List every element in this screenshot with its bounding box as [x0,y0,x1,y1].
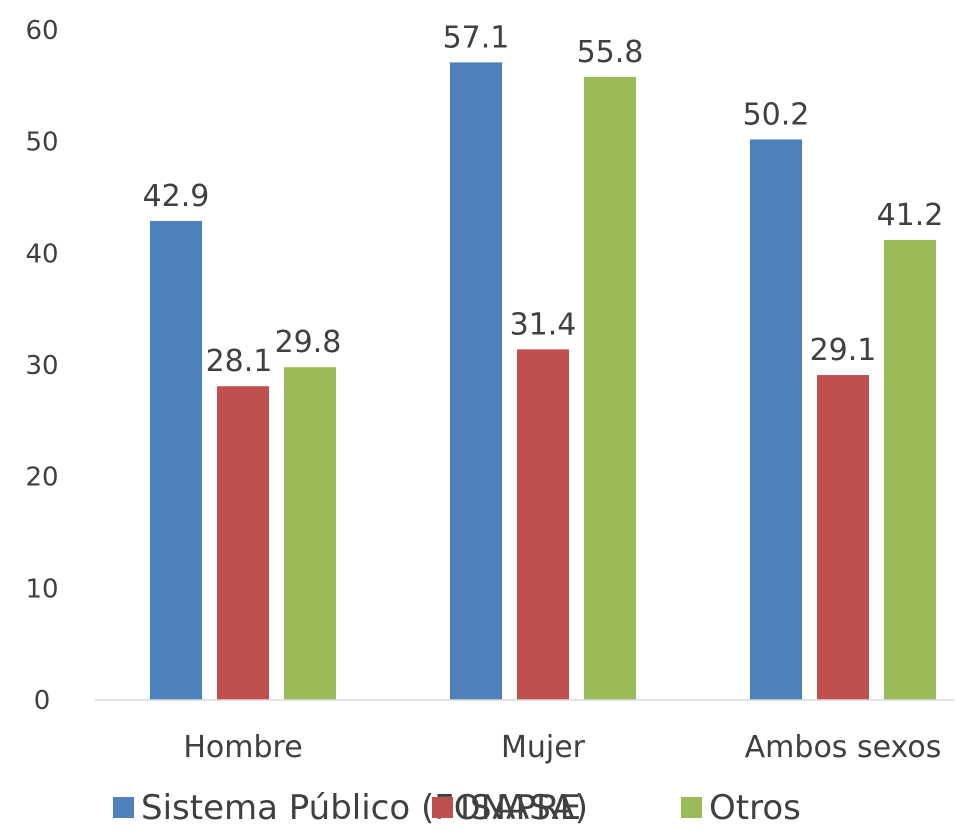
data-label: 50.2 [743,97,810,132]
data-label: 41.2 [877,198,944,233]
legend-swatch [432,797,453,818]
legend-label: ISAPRE [460,788,581,828]
y-tick-label: 50 [25,128,58,158]
legend-swatch [113,797,134,818]
data-label: 42.9 [143,179,210,214]
x-tick-label: Hombre [183,730,302,765]
bar [150,220,202,700]
data-label: 31.4 [510,307,577,342]
legend-label: Otros [709,788,801,828]
bar [817,375,869,700]
y-tick-label: 60 [25,16,58,46]
legend: Sistema Público (FONASA)ISAPRE Otros [113,788,801,828]
legend-label: Sistema Público (FONASA) [141,788,588,828]
y-axis: 0 10 20 30 40 50 60 [25,16,58,716]
x-axis: Hombre Mujer Ambos sexos [183,730,941,765]
data-label: 29.8 [275,325,342,360]
y-tick-label: 40 [25,239,58,269]
bar [517,349,569,700]
bar [584,76,636,700]
bar [884,239,936,700]
data-label: 29.1 [810,333,877,368]
y-tick-label: 20 [25,463,58,493]
bar [750,139,802,700]
bar [217,386,269,700]
y-tick-label: 30 [25,351,58,381]
data-labels: 42.9 57.1 50.2 28.1 31.4 29.1 29.8 55.8 41.2 [143,20,944,379]
bar [284,367,336,700]
data-label: 55.8 [577,35,644,70]
y-tick-label: 0 [34,686,51,716]
bar [450,62,502,700]
legend-swatch [681,797,702,818]
y-tick-label: 10 [25,574,58,604]
x-tick-label: Mujer [501,730,586,765]
data-label: 57.1 [443,20,510,55]
data-label: 28.1 [206,344,273,379]
bars [150,62,936,700]
x-tick-label: Ambos sexos [745,730,942,765]
